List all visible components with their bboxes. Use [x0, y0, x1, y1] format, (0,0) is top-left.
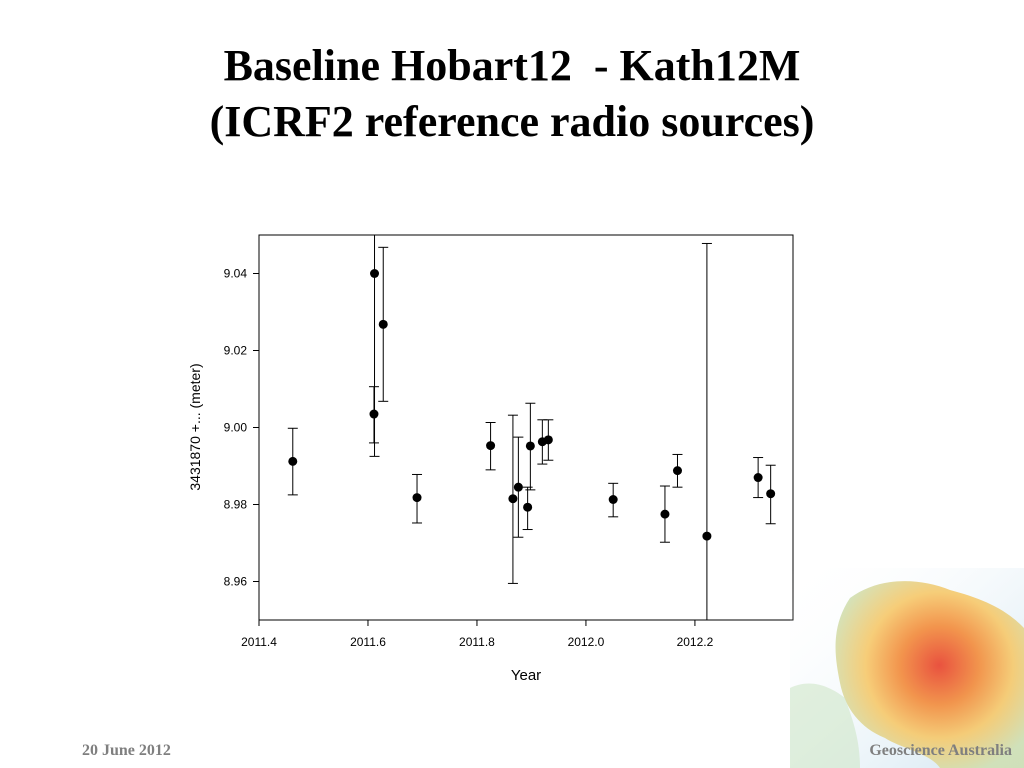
footer-date: 20 June 2012	[82, 742, 171, 759]
title-line-1: Baseline Hobart12 - Kath12M	[223, 41, 801, 90]
footer-org: Geoscience Australia	[869, 742, 1012, 759]
x-tick-label: 2011.6	[350, 635, 386, 649]
points-layer	[287, 235, 776, 620]
ticks-layer: 2011.4 2011.6 2011.8 2012.0 2012.2 8.96 8.98 9.…	[224, 267, 714, 650]
data-point	[766, 489, 776, 499]
y-tick-label: 8.96	[224, 575, 248, 589]
data-point	[288, 456, 298, 466]
data-point	[525, 441, 535, 451]
data-point	[513, 482, 523, 492]
y-tick-label: 9.02	[224, 344, 248, 358]
x-tick-label: 2011.4	[241, 635, 277, 649]
data-point	[369, 409, 379, 419]
x-tick-label: 2011.8	[459, 635, 495, 649]
data-point	[543, 435, 553, 445]
data-point	[608, 494, 618, 504]
y-axis-label: 3431870 +... (meter)	[187, 363, 203, 490]
continent-shape	[835, 581, 1024, 768]
data-point	[486, 441, 496, 451]
data-point	[753, 473, 763, 483]
data-point	[702, 531, 712, 541]
x-axis-label: Year	[511, 667, 541, 684]
data-point	[523, 502, 533, 512]
data-point	[370, 269, 380, 278]
baseline-chart: 2011.4 2011.6 2011.8 2012.0 2012.2 8.96 8.98 9.…	[187, 234, 794, 684]
slide-title: Baseline Hobart12 - Kath12M (ICRF2 refer…	[0, 38, 1024, 150]
data-point	[508, 494, 518, 504]
data-point	[672, 466, 682, 476]
data-point	[378, 319, 388, 329]
y-tick-label: 9.00	[224, 421, 248, 435]
x-tick-label: 2012.2	[677, 635, 714, 649]
y-tick-label: 8.98	[224, 498, 248, 512]
data-point	[412, 493, 422, 503]
plot-frame	[258, 234, 794, 621]
data-point	[660, 509, 670, 519]
title-line-2: (ICRF2 reference radio sources)	[209, 97, 815, 146]
x-tick-label: 2012.0	[568, 635, 605, 649]
australia-map-logo	[790, 568, 1024, 768]
y-tick-label: 9.04	[224, 267, 248, 281]
